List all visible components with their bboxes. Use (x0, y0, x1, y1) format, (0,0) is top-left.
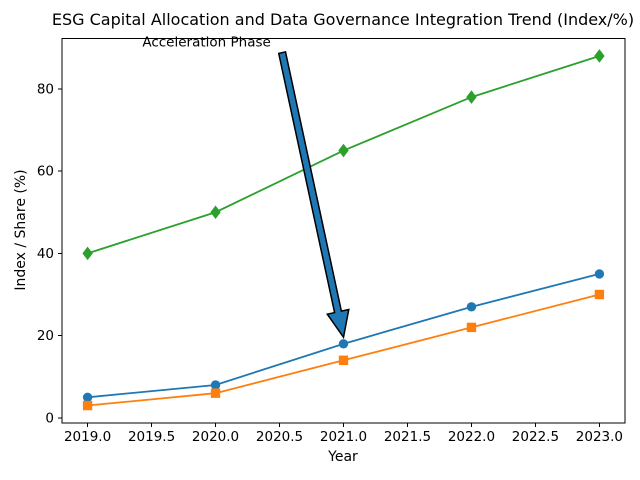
x-tick-label: 2019.0 (64, 429, 111, 445)
square-marker (338, 355, 349, 365)
square-marker (82, 400, 93, 411)
x-tick-label: 2022.0 (448, 429, 495, 445)
x-tick-label: 2020.5 (256, 429, 303, 445)
y-tick-label: 60 (37, 164, 54, 180)
annotation-label: Acceleration Phase (142, 34, 271, 50)
circle-marker (466, 302, 477, 312)
y-tick-label: 80 (37, 81, 54, 97)
square-marker (210, 388, 221, 398)
data-series (82, 49, 605, 411)
square-marker (594, 289, 605, 300)
x-axis-label: Year (327, 449, 358, 465)
x-tick-label: 2022.5 (512, 429, 559, 445)
y-tick-label: 0 (45, 410, 54, 426)
circle-marker (594, 269, 605, 279)
diamond-marker (82, 246, 93, 261)
y-tick-label: 20 (37, 328, 54, 344)
x-tick-label: 2023.0 (576, 429, 623, 445)
diamond-marker (210, 205, 221, 220)
chart-title: ESG Capital Allocation and Data Governan… (52, 10, 634, 29)
y-axis-label: Index / Share (%) (13, 169, 29, 290)
circle-marker (338, 339, 349, 349)
orange-square-series (82, 289, 605, 411)
y-tick-label: 40 (37, 246, 54, 262)
x-tick-label: 2019.5 (128, 429, 175, 445)
axis-ticks: 2019.0 2019.5 2020.0 2020.5 2021.0 2021.5 2022… (37, 81, 623, 445)
blue-circle-series (82, 269, 605, 402)
x-tick-label: 2021.0 (320, 429, 367, 445)
fancy-arrow (277, 51, 350, 340)
diamond-marker (338, 143, 349, 158)
circle-marker (82, 392, 93, 402)
annotation-arrow (277, 51, 350, 340)
plot-area (61, 38, 626, 424)
square-marker (466, 322, 477, 333)
green-diamond-series (82, 49, 605, 261)
diamond-marker (466, 90, 477, 104)
x-tick-label: 2021.5 (384, 429, 431, 445)
x-tick-label: 2020.0 (192, 429, 239, 445)
diamond-marker (594, 49, 605, 63)
circle-marker (210, 380, 221, 390)
axes-frame (61, 38, 626, 424)
